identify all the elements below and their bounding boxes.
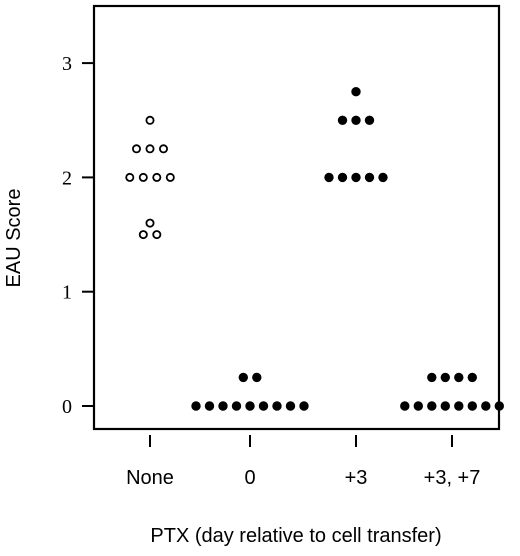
data-point [351,115,361,126]
data-point [191,401,201,411]
data-point [152,172,162,182]
data-point [494,401,504,411]
data-point [467,372,477,383]
data-point [454,372,464,383]
x-axis-label: PTX (day relative to cell transfer) [150,525,441,547]
x-tick-label: 0 [244,467,255,489]
data-point [138,230,148,240]
data-point [245,401,255,411]
data-point [467,401,477,411]
data-point [231,401,242,411]
data-point [413,401,423,411]
data-point [145,218,155,228]
data-point [204,401,215,411]
y-axis: 0 1 2 3 [62,53,94,418]
data-point [218,401,228,411]
data-point [481,401,491,411]
plot-frame [92,4,501,431]
data-point [285,401,296,411]
x-tick-label: +3, +7 [424,467,481,489]
y-tick-label: 1 [62,282,72,304]
data-point [258,401,269,411]
data-point [351,87,361,97]
data-point [145,144,155,154]
data-point [152,230,162,240]
y-axis-label: EAU Score [3,189,25,288]
data-point [378,172,388,183]
data-point [337,115,348,126]
data-point [125,172,135,182]
data-point [145,115,155,125]
data-point [440,372,450,383]
data-point [400,401,410,411]
x-tick-label: None [126,467,174,489]
data-point [427,372,437,383]
data-point [440,401,450,411]
x-axis: None 0 +3 +3, +7 [126,435,480,489]
data-point [364,172,375,183]
y-tick-label: 3 [62,53,72,75]
data-point [351,172,361,183]
y-tick-label: 2 [62,167,72,189]
y-tick-label: 0 [62,396,72,418]
data-point [252,372,262,383]
data-point [427,401,437,411]
data-points [125,87,504,411]
data-point [138,172,148,182]
data-point [337,172,348,183]
data-point [299,401,309,411]
data-point [131,144,141,154]
data-point [364,115,375,126]
data-point [158,144,168,154]
data-point [324,172,334,183]
data-point [165,172,175,182]
x-tick-label: +3 [345,467,368,489]
data-point [454,401,464,411]
data-point [238,372,249,383]
data-point [272,401,282,411]
